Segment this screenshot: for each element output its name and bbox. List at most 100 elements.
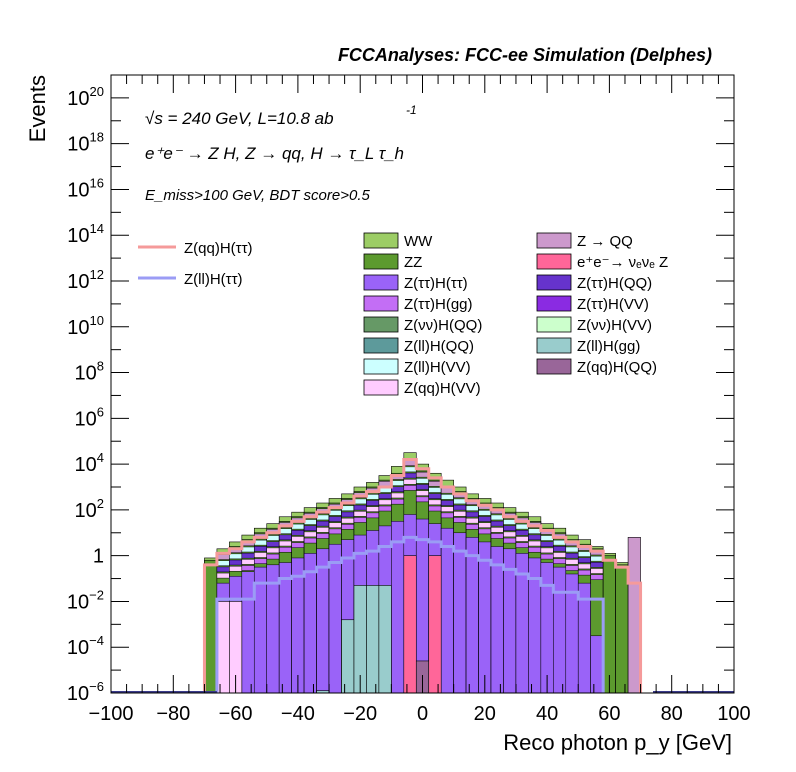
bar-minor-bkg	[316, 527, 330, 533]
bar-ztt-htt	[241, 571, 255, 694]
bar-minor-bkg	[515, 523, 529, 530]
bar-minor-bkg	[216, 560, 230, 566]
bar-minor-bkg	[428, 505, 442, 512]
bar-minor-bkg	[353, 517, 367, 523]
bar-minor-bkg	[440, 500, 454, 506]
bar-minor-bkg	[453, 504, 467, 511]
legend-bkg-label: e⁺e⁻→ νₑνₑ Z	[577, 254, 668, 271]
bar-minor-bkg	[303, 519, 317, 525]
x-tick-label: 20	[474, 703, 496, 725]
x-tick-label: −20	[343, 703, 377, 725]
bar-minor-bkg	[403, 472, 417, 479]
bar-minor-bkg	[291, 530, 305, 536]
bar-minor-bkg	[515, 536, 529, 542]
bar-ztt-htt	[453, 532, 467, 694]
legend-bkg-label: Z(νν)H(QQ)	[404, 317, 482, 334]
y-tick-label: 1014	[67, 221, 104, 247]
bar-minor-bkg	[216, 554, 230, 560]
bar-minor-bkg	[540, 547, 554, 554]
bar-minor-bkg	[278, 534, 292, 541]
x-tick-labels: −100 −80 −60 −40 −20 0 20 40 60 80 100	[88, 703, 750, 725]
bar-minor-bkg	[528, 534, 542, 541]
bar-minor-bkg	[341, 517, 355, 524]
bar-minor-bkg	[578, 563, 591, 570]
bar-minor-bkg	[416, 496, 429, 503]
bar-special	[216, 601, 230, 694]
bar-special	[366, 585, 380, 694]
bar-special	[378, 585, 392, 694]
bar-minor-bkg	[366, 506, 380, 512]
y-tick-label: 1012	[67, 267, 104, 293]
bar-minor-bkg	[403, 485, 417, 491]
bar-minor-bkg	[503, 531, 517, 538]
bar-minor-bkg	[428, 487, 442, 493]
legend-bkg-swatch	[363, 274, 399, 291]
bar-minor-bkg	[366, 512, 380, 519]
y-tick-label: 104	[75, 450, 104, 476]
bar-minor-bkg	[316, 520, 330, 527]
bar-ztt-htt	[465, 537, 479, 694]
bar-minor-bkg	[353, 498, 367, 505]
bar-special	[428, 555, 442, 694]
y-tick-labels: 10−6 10−4 10−2 1 102 104 106 108 1010 1012 1014 101…	[67, 84, 104, 705]
bar-minor-bkg	[229, 553, 243, 560]
bar-minor-bkg	[478, 522, 492, 528]
bar-minor-bkg	[291, 542, 305, 548]
legend-bkg-label: ZZ	[404, 254, 422, 271]
bar-minor-bkg	[241, 546, 255, 553]
bar-minor-bkg	[229, 565, 243, 572]
bar-minor-bkg	[241, 552, 255, 559]
legend-signal-label: Z(qq)H(ττ)	[184, 240, 253, 257]
legend-bkg-swatch	[536, 316, 572, 333]
energy-lumi-label: √s = 240 GeV, L=10.8 ab	[145, 109, 334, 128]
legend-bkg-swatch	[363, 379, 399, 396]
x-tick-label: 40	[536, 703, 558, 725]
x-tick-label: −80	[156, 703, 190, 725]
bar-minor-bkg	[590, 574, 604, 580]
legend-bkg-swatch	[536, 253, 572, 270]
bar-ztt-htt	[303, 553, 317, 694]
bar-minor-bkg	[328, 528, 342, 535]
bar-minor-bkg	[278, 540, 292, 547]
bar-minor-bkg	[266, 535, 280, 541]
legend-bkg-swatch	[536, 337, 572, 354]
x-axis-title: Reco photon p_y [GeV]	[503, 730, 732, 755]
bar-minor-bkg	[490, 520, 504, 527]
legend-bkg-swatch	[363, 253, 399, 270]
bar-minor-bkg	[503, 537, 517, 544]
bar-minor-bkg	[229, 559, 243, 566]
legend-signal-label: Z(ll)H(ττ)	[184, 271, 243, 288]
bar-minor-bkg	[341, 511, 355, 518]
bar-minor-bkg	[503, 519, 517, 525]
legend-bkg-swatch	[363, 358, 399, 375]
x-tick-label: −60	[219, 703, 253, 725]
bar-minor-bkg	[565, 565, 579, 571]
bar-minor-bkg	[303, 525, 317, 531]
legend-bkg-label: Z(qq)H(QQ)	[577, 359, 657, 376]
bar-minor-bkg	[291, 536, 305, 542]
legend-bkg-label: Z(ττ)H(gg)	[404, 296, 473, 313]
legend-bkg-swatch	[363, 316, 399, 333]
bar-minor-bkg	[465, 517, 479, 524]
bar-ww	[627, 537, 641, 694]
bar-minor-bkg	[440, 512, 454, 519]
bar-ztt-htt	[254, 566, 267, 694]
bar-minor-bkg	[254, 558, 267, 564]
bar-minor-bkg	[428, 481, 442, 487]
bar-ztt-htt	[590, 635, 604, 694]
y-tick-label: 1	[93, 546, 104, 568]
bar-minor-bkg	[391, 492, 405, 499]
bar-minor-bkg	[416, 484, 429, 490]
bar-minor-bkg	[553, 552, 567, 558]
legend-bkg-label: Z → QQ	[577, 233, 633, 250]
bar-ztt-htt	[278, 562, 292, 694]
bar-ztt-htt	[540, 562, 554, 694]
bar-minor-bkg	[254, 546, 267, 552]
legend-bkg-label: Z(νν)H(VV)	[577, 317, 652, 334]
y-axis-title: Events	[25, 75, 50, 142]
signal-line	[202, 458, 643, 693]
bar-minor-bkg	[353, 511, 367, 517]
bar-minor-bkg	[453, 511, 467, 517]
legend-bkg-label: Z(ττ)H(VV)	[577, 296, 649, 313]
axis-ticks	[110, 74, 735, 694]
